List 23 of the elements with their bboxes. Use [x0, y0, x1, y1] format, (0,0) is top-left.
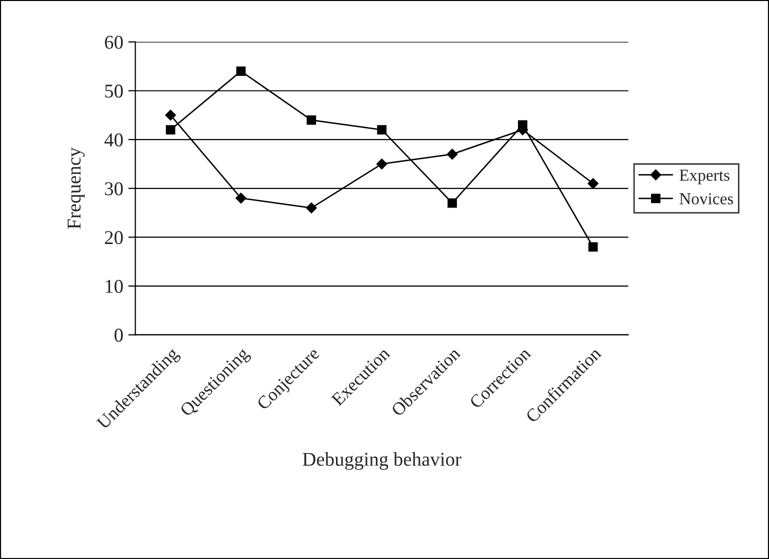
y-axis-title: Frequency [68, 147, 85, 229]
y-tick-label: 60 [104, 36, 123, 49]
legend-label: Experts [680, 170, 730, 184]
point [236, 192, 246, 204]
point [448, 198, 457, 208]
point [166, 125, 176, 134]
point [165, 110, 176, 121]
legend-label: Novices [680, 193, 734, 204]
y-tick-label: 0 [114, 328, 123, 342]
point [588, 242, 598, 252]
point [376, 158, 388, 170]
point [446, 148, 458, 160]
y-tick-label: 10 [106, 280, 123, 293]
y-tick-label: 30 [105, 182, 123, 196]
x-axis-title: Debugging behavior [302, 452, 462, 470]
y-tick-label: 50 [105, 84, 123, 98]
point [236, 66, 246, 76]
y-tick-label: 40 [104, 133, 123, 146]
y-tick-label: 20 [104, 231, 123, 244]
point [306, 202, 317, 214]
point [588, 178, 598, 189]
point [377, 125, 386, 134]
point [306, 115, 316, 125]
